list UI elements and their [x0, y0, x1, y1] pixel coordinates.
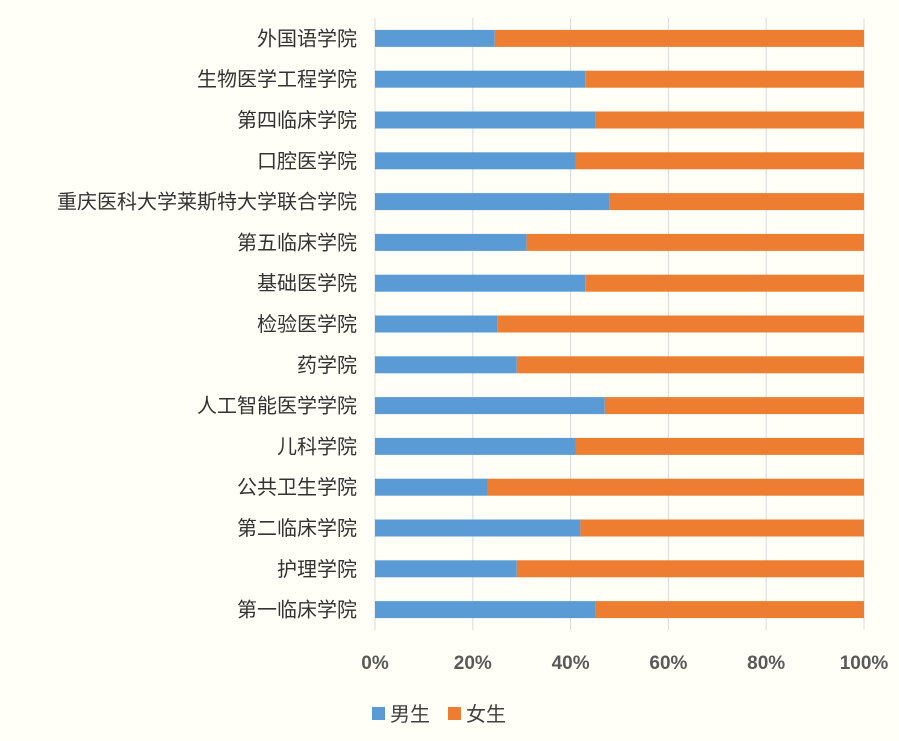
bar-segment-male [375, 437, 576, 455]
bar-segment-male [375, 601, 596, 619]
category-label: 第五临床学院 [237, 230, 357, 254]
bar-segment-male [375, 193, 610, 211]
category-label: 重庆医科大学莱斯特大学联合学院 [57, 190, 357, 214]
bar-segment-female [609, 193, 864, 211]
bar-segment-female [494, 29, 864, 47]
bar-segment-male [375, 29, 495, 47]
legend-label: 女生 [466, 702, 506, 726]
x-tick-label: 0% [361, 653, 389, 674]
x-tick-label: 80% [747, 653, 785, 674]
bar-segment-female [595, 111, 864, 129]
category-label: 公共卫生学院 [237, 475, 357, 499]
legend-swatch [448, 707, 461, 720]
bar-segment-female [580, 519, 864, 537]
x-axis-ticks: 0% 20% 40% 60% 80% 100% [361, 653, 888, 674]
bar-segment-female [585, 70, 864, 88]
category-label: 第二临床学院 [237, 516, 357, 540]
bar-segment-male [375, 356, 517, 374]
bar-segment-male [375, 519, 581, 537]
category-label: 基础医学院 [257, 271, 357, 295]
bar-segment-female [516, 560, 864, 578]
bar-segment-male [375, 111, 596, 129]
category-label: 第一临床学院 [237, 598, 357, 622]
bar-segment-male [375, 560, 517, 578]
legend-swatch [372, 707, 385, 720]
bar-segment-female [575, 152, 864, 170]
bar-segment-female [526, 233, 864, 251]
category-label: 外国语学院 [257, 26, 357, 50]
bar-segment-female [595, 601, 864, 619]
bar-segment-male [375, 152, 576, 170]
legend-label: 男生 [390, 702, 430, 726]
bar-segment-female [487, 478, 864, 496]
category-label: 口腔医学院 [257, 149, 357, 173]
bar-segment-female [585, 274, 864, 292]
bar-segment-male [375, 274, 586, 292]
bars [375, 29, 864, 619]
category-label: 检验医学院 [257, 312, 357, 336]
category-label: 药学院 [297, 353, 357, 377]
x-tick-label: 40% [552, 653, 590, 674]
bar-segment-male [375, 478, 488, 496]
x-tick-label: 60% [649, 653, 687, 674]
bar-segment-female [516, 356, 864, 374]
category-labels: 外国语学院生物医学工程学院第四临床学院口腔医学院重庆医科大学莱斯特大学联合学院第… [57, 26, 357, 621]
bar-segment-male [375, 70, 586, 88]
category-label: 护理学院 [277, 557, 357, 581]
bar-segment-male [375, 233, 527, 251]
bar-segment-male [375, 315, 498, 333]
legend: 男生 女生 [372, 702, 506, 726]
category-label: 第四临床学院 [237, 108, 357, 132]
x-tick-label: 100% [840, 653, 889, 674]
category-label: 人工智能医学学院 [197, 394, 357, 418]
bar-segment-female [604, 397, 864, 415]
bar-segment-female [575, 437, 864, 455]
bar-segment-female [497, 315, 864, 333]
x-tick-label: 20% [454, 653, 492, 674]
bar-segment-male [375, 397, 605, 415]
category-label: 生物医学工程学院 [197, 67, 357, 91]
category-label: 儿科学院 [277, 434, 357, 458]
